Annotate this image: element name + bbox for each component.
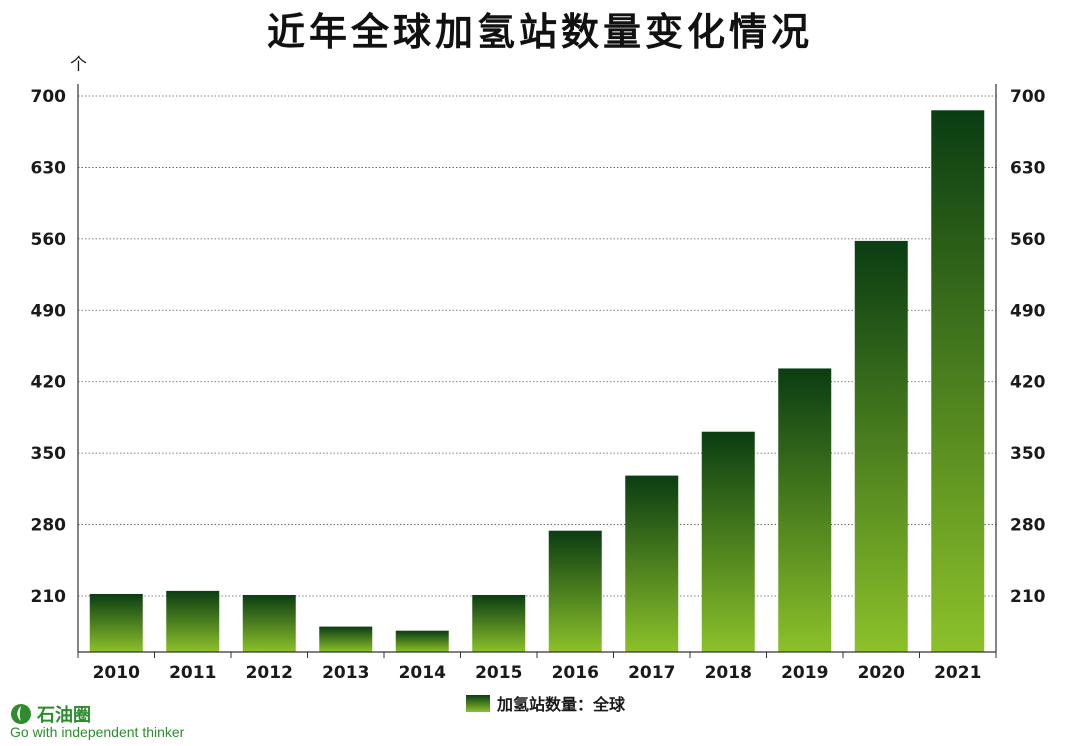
x-axis-categories: 2010 2011 2012 2013 2014 2015 2016 2017 2018 2019…	[93, 663, 982, 683]
y-axis-left-ticks: 210 280 350 420 490 560 630 700	[31, 87, 67, 607]
leaf-drop-icon	[11, 704, 31, 724]
bar-2014	[395, 630, 449, 652]
x-tick-label: 2014	[399, 663, 446, 683]
x-tick-label: 2019	[781, 663, 828, 683]
y-tick-label-left: 210	[31, 587, 67, 607]
x-tick-label: 2016	[552, 663, 599, 683]
bar-2021	[931, 110, 985, 653]
bar-2016	[548, 530, 602, 652]
y-axis-unit: 个	[70, 55, 87, 75]
y-tick-label-left: 560	[31, 230, 67, 250]
grid-lines	[78, 95, 996, 597]
y-tick-label-right: 560	[1010, 230, 1046, 250]
bar-2013	[319, 626, 373, 652]
x-tick-label: 2018	[705, 663, 752, 683]
logo-tagline: Go with independent thinker	[10, 724, 185, 740]
y-tick-label-right: 280	[1010, 516, 1046, 536]
y-tick-label-left: 280	[31, 516, 67, 536]
x-tick-label: 2020	[858, 663, 905, 683]
y-tick-label-right: 350	[1010, 444, 1046, 464]
y-axis-right-ticks: 210 280 350 420 490 560 630 700	[1010, 87, 1046, 607]
x-tick-label: 2011	[169, 663, 216, 683]
y-tick-label-right: 700	[1010, 87, 1046, 107]
y-tick-label-left: 420	[31, 373, 67, 393]
bar-2020	[854, 240, 908, 653]
bar-2019	[778, 368, 832, 652]
y-tick-label-right: 210	[1010, 587, 1046, 607]
legend-label: 加氢站数量：全球	[496, 695, 626, 714]
bar-2010	[89, 593, 143, 652]
y-tick-label-right: 490	[1010, 301, 1046, 321]
bar-2018	[701, 431, 755, 652]
bar-2017	[625, 475, 679, 652]
y-tick-label-left: 630	[31, 158, 67, 178]
x-tick-label: 2021	[934, 663, 981, 683]
y-tick-label-right: 630	[1010, 158, 1046, 178]
bar-2011	[166, 590, 220, 652]
chart-title: 近年全球加氢站数量变化情况	[267, 10, 813, 54]
x-tick-label: 2010	[93, 663, 140, 683]
x-tick-label: 2017	[628, 663, 675, 683]
legend-swatch	[466, 695, 490, 712]
x-tick-label: 2015	[475, 663, 522, 683]
bar-2012	[242, 594, 296, 652]
axes	[77, 84, 997, 658]
y-tick-label-left: 350	[31, 444, 67, 464]
bars	[89, 110, 985, 653]
bar-2015	[472, 594, 526, 652]
brand-logo: 石油圈 Go with independent thinker	[10, 704, 185, 740]
y-tick-label-left: 490	[31, 301, 67, 321]
y-tick-label-right: 420	[1010, 373, 1046, 393]
y-tick-label-left: 700	[31, 87, 67, 107]
x-tick-label: 2012	[246, 663, 293, 683]
legend: 加氢站数量：全球	[466, 695, 626, 714]
logo-name: 石油圈	[36, 704, 91, 726]
x-tick-label: 2013	[322, 663, 369, 683]
